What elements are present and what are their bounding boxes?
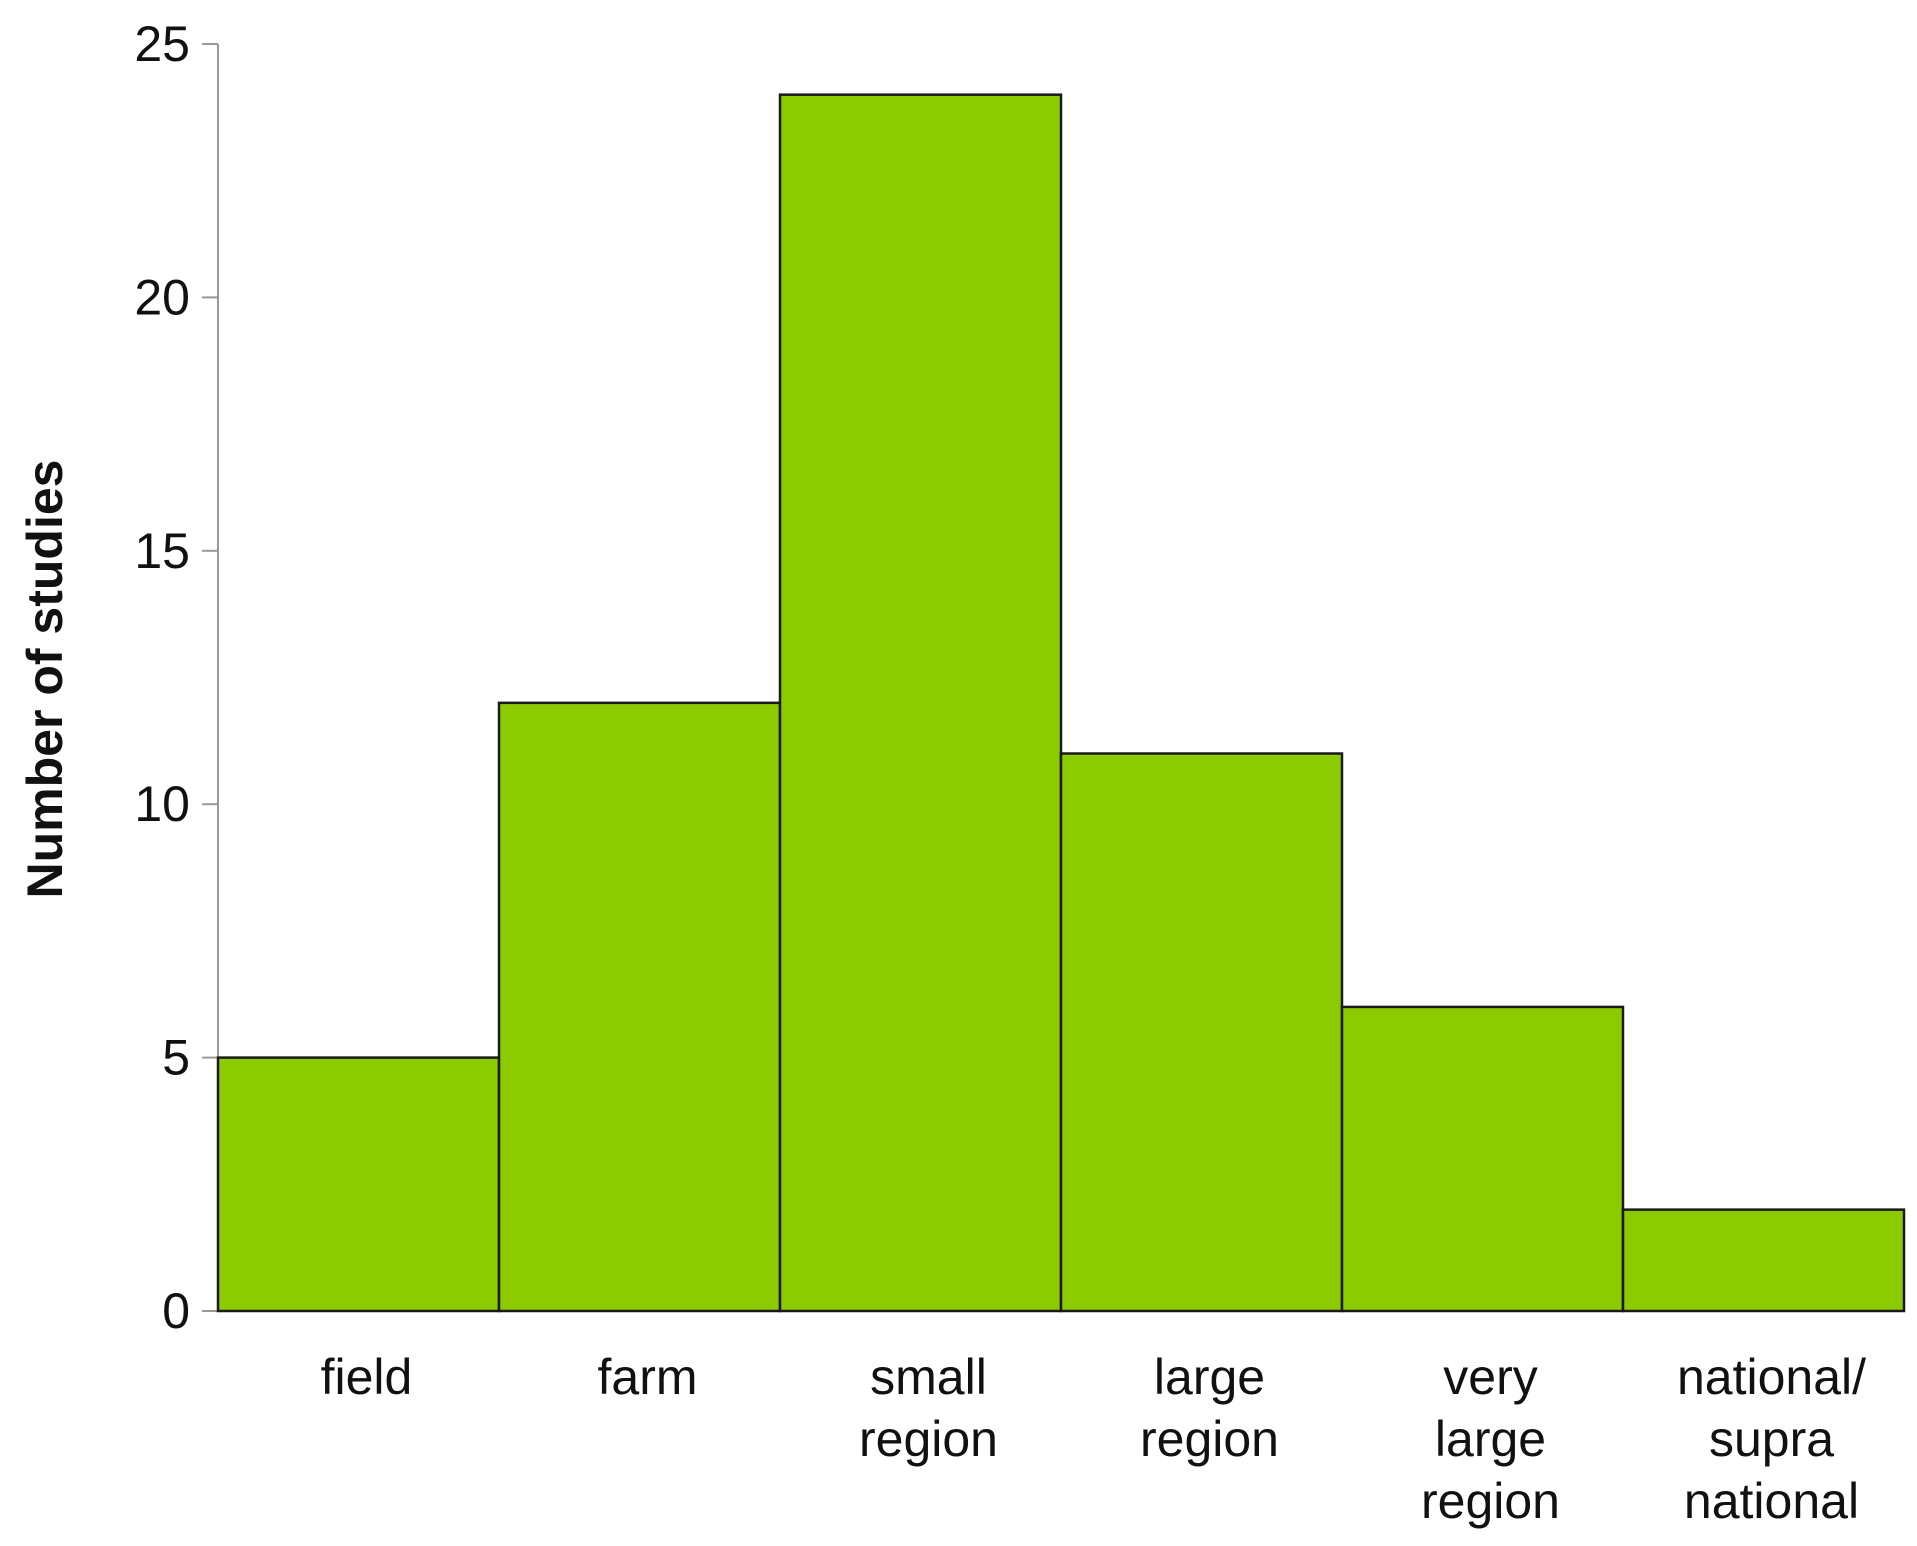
x-tick-label: large bbox=[1435, 1411, 1546, 1467]
x-tick-label: region bbox=[1140, 1411, 1279, 1467]
x-tick-label: region bbox=[859, 1411, 998, 1467]
x-tick-label: farm bbox=[598, 1349, 698, 1405]
y-tick-label: 10 bbox=[134, 776, 190, 832]
y-axis-label: Number of studies bbox=[17, 460, 73, 899]
y-tick-label: 15 bbox=[134, 523, 190, 579]
bar bbox=[216, 1056, 501, 1313]
x-tick-label: very bbox=[1443, 1349, 1537, 1405]
y-tick-label: 0 bbox=[162, 1283, 190, 1339]
y-axis: 0 5 10 15 20 25 bbox=[134, 16, 219, 1339]
bar bbox=[778, 93, 1063, 1313]
x-tick-label: region bbox=[1421, 1473, 1560, 1529]
y-tick-label: 20 bbox=[134, 269, 190, 325]
bars bbox=[216, 93, 1906, 1313]
x-tick-label: supra bbox=[1709, 1411, 1834, 1467]
x-tick-label: field bbox=[321, 1349, 413, 1405]
x-tick-label: national/ bbox=[1677, 1349, 1866, 1405]
y-tick-label: 25 bbox=[134, 16, 190, 72]
bar bbox=[1621, 1208, 1906, 1313]
x-tick-label: national bbox=[1684, 1473, 1859, 1529]
x-tick-label: small bbox=[870, 1349, 987, 1405]
bar bbox=[1340, 1005, 1625, 1313]
y-tick-label: 5 bbox=[162, 1030, 190, 1086]
bar bbox=[497, 701, 782, 1313]
x-tick-label: large bbox=[1154, 1349, 1265, 1405]
x-axis-labels: field farm small region large region very large… bbox=[321, 1349, 1866, 1529]
bar bbox=[1059, 752, 1344, 1313]
